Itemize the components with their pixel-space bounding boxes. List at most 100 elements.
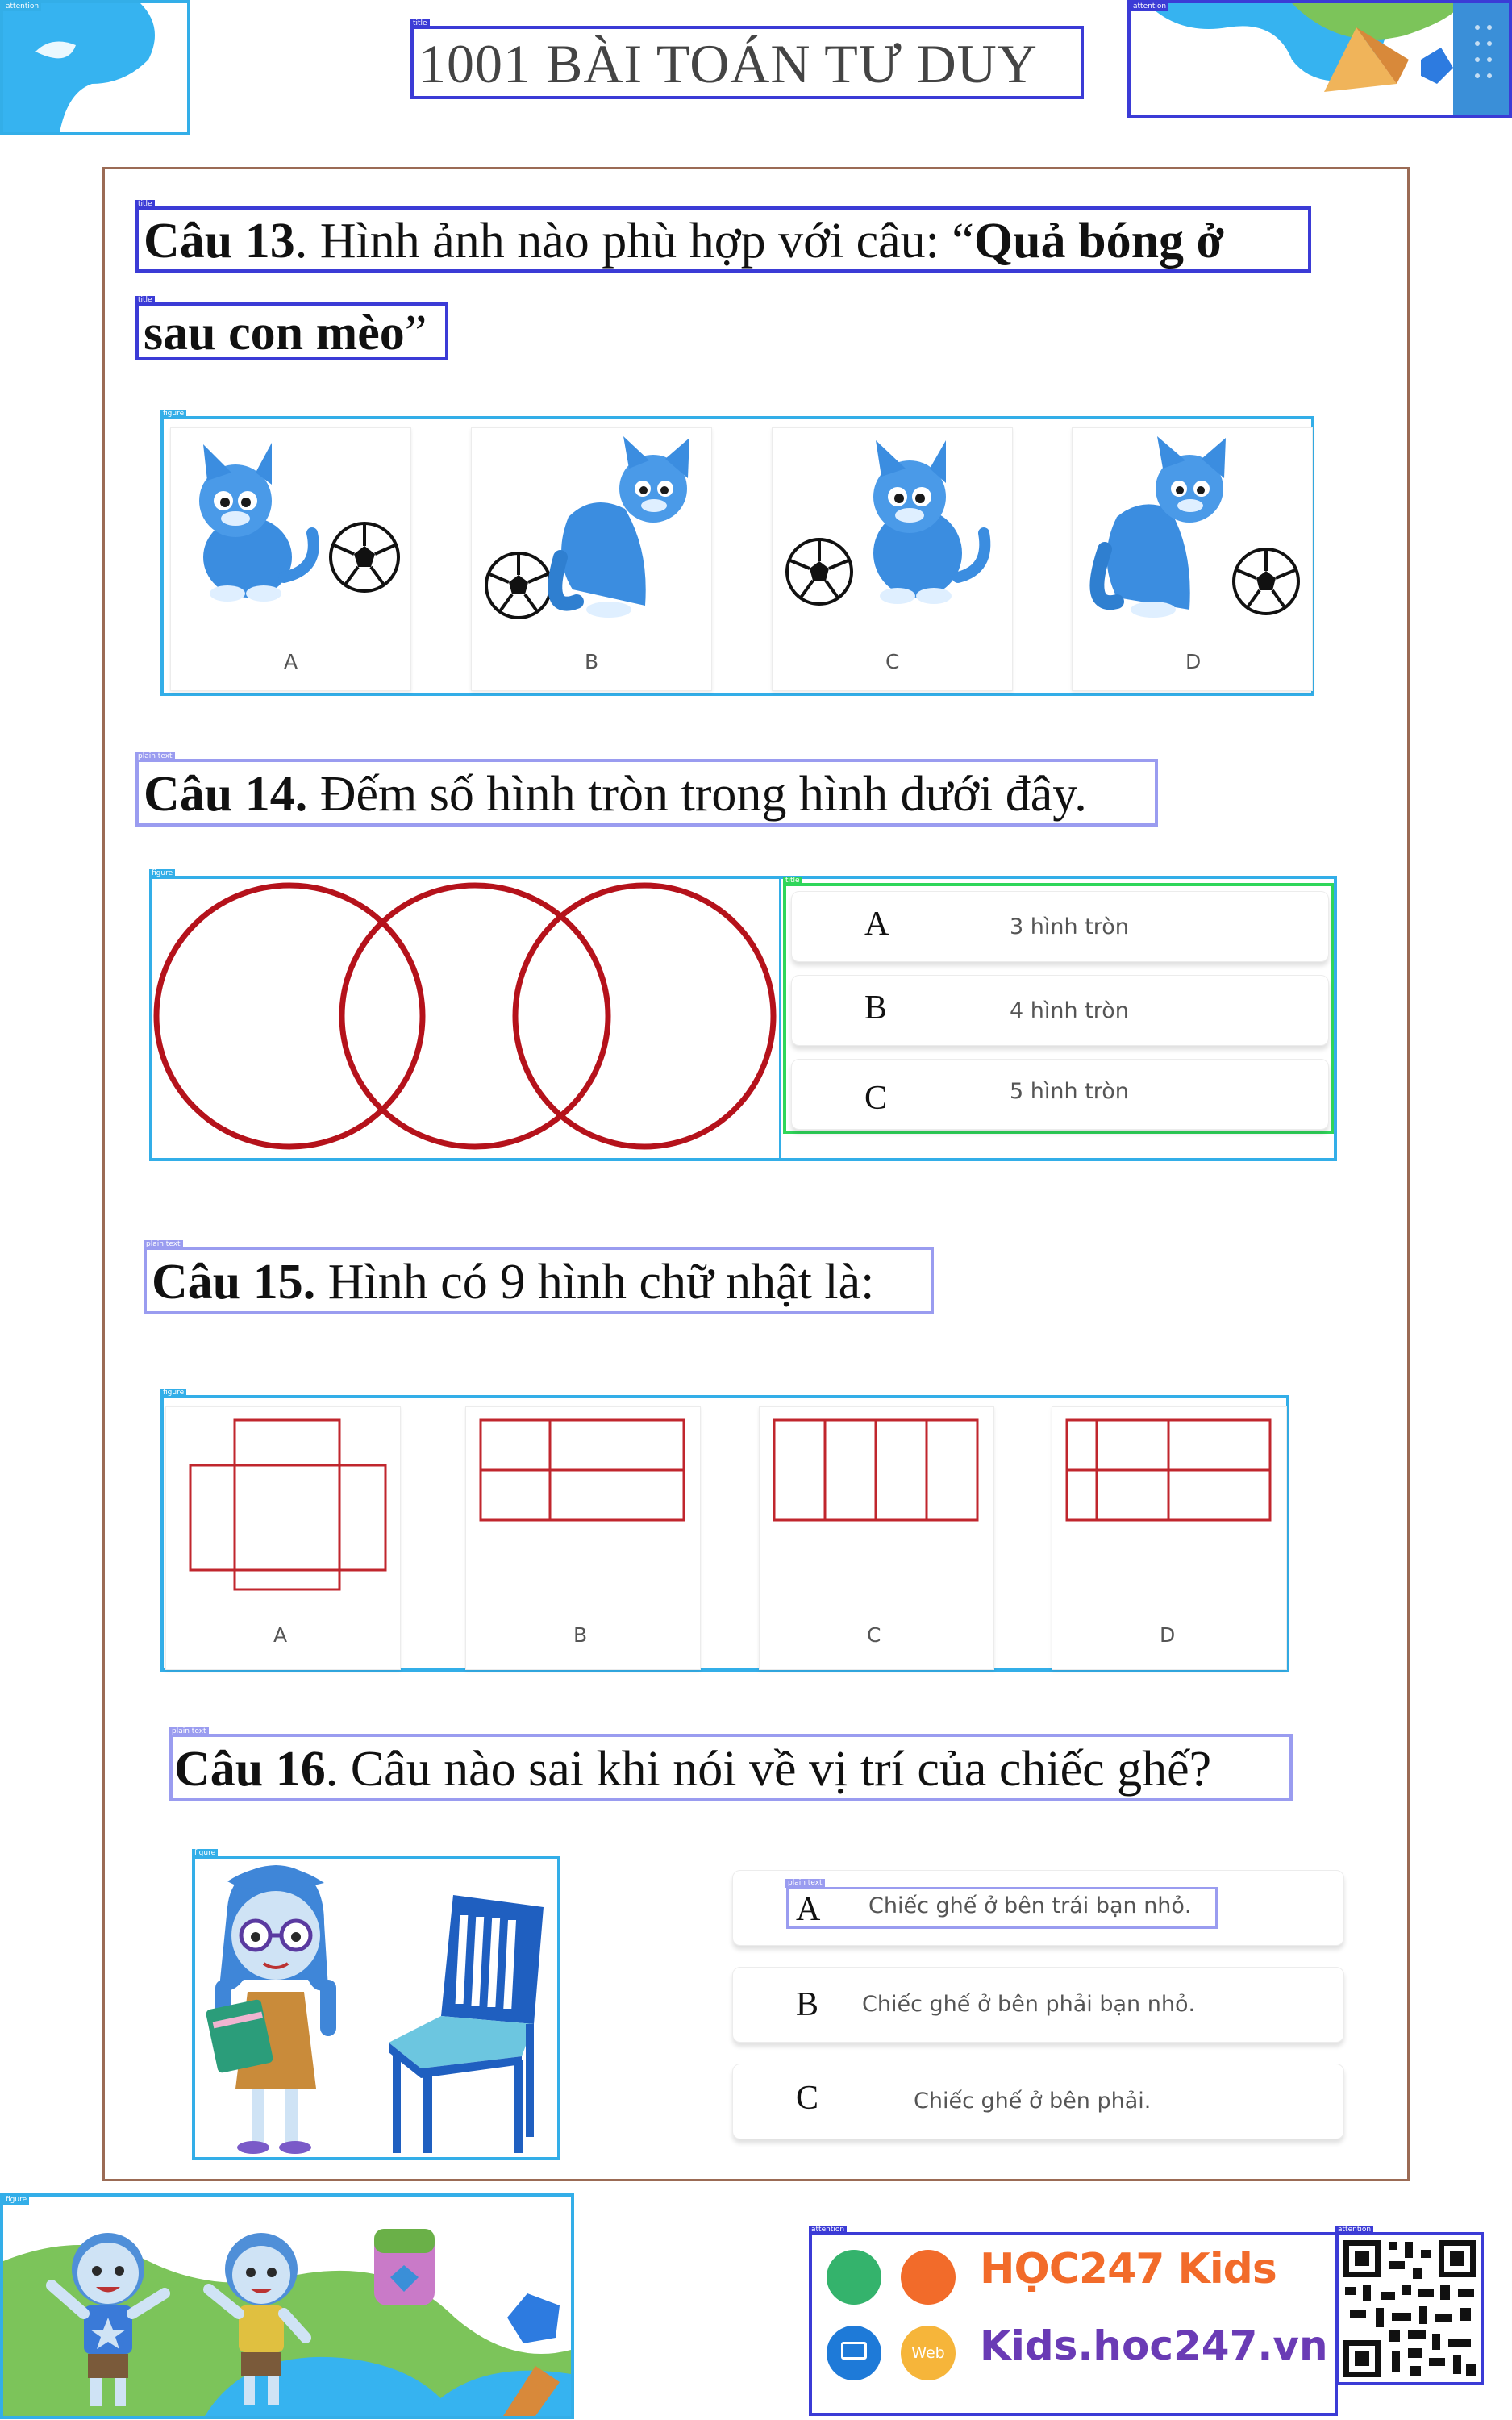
pentagon-icon: [507, 2293, 560, 2343]
q14-figure-area: figure: [149, 869, 1337, 1161]
q14-title: plain text Câu 14. Đếm số hình tròn tron…: [135, 752, 1158, 827]
pencil-icon: [503, 2366, 560, 2416]
wave-decoration-left: [3, 3, 155, 132]
q15-option-c-card[interactable]: C: [759, 1406, 994, 1670]
shapes-decoration-right: [1147, 3, 1509, 115]
q15-option-d-label: D: [1160, 1623, 1176, 1647]
boy-icon: [46, 2233, 170, 2406]
q14-answer-c-letter: C: [864, 1080, 888, 1117]
page-title: title 1001 BÀI TOÁN TƯ DUY: [410, 19, 1084, 99]
q13-quote-part2: sau con mèo: [144, 306, 405, 360]
q14-number: Câu 14.: [144, 767, 308, 822]
cat-and-ball-image-d: [1089, 436, 1300, 618]
q13-option-c-card[interactable]: C: [772, 427, 1013, 691]
q14-answer-b-letter: B: [864, 989, 888, 1027]
soccer-ball-icon: [485, 552, 552, 619]
content-frame: [102, 167, 1410, 2181]
q13-option-a-card[interactable]: A: [170, 427, 411, 691]
q13-option-d-card[interactable]: D: [1072, 427, 1313, 691]
q13-option-a-label: A: [284, 650, 298, 673]
q16-answer-a[interactable]: plain text A Chiếc ghế ở bên trái bạn nh…: [732, 1870, 1344, 1946]
girl-and-chair-image: [206, 1865, 544, 2154]
soccer-ball-icon: [329, 522, 400, 593]
footer-kids-illustration: figure: [0, 2193, 574, 2419]
four-column-rectangles-figure: [773, 1418, 979, 1522]
q15-option-c-label: C: [867, 1623, 881, 1647]
q16-answer-c-letter: C: [796, 2080, 819, 2117]
q14-text: Đếm số hình tròn trong hình dưới đây.: [307, 767, 1087, 822]
footer-brand-banner: attention Web HỌC247 Kids Kids.hoc247.vn: [809, 2226, 1338, 2416]
chair-icon: [389, 1895, 544, 2153]
two-column-split-rectangles-figure: [479, 1418, 685, 1522]
q14-answers: title A 3 hình tròn B 4 hình tròn C 5 hì…: [783, 877, 1334, 1134]
q16-answer-c[interactable]: C Chiếc ghế ở bên phải.: [732, 2064, 1344, 2139]
brand-kids: Kids: [1177, 2245, 1277, 2293]
q13-option-c-label: C: [885, 650, 900, 673]
q16-answer-a-detect-box: plain text: [785, 1879, 1218, 1929]
q14-answer-a-letter: A: [864, 906, 889, 943]
desktop-icon: [827, 2326, 881, 2380]
q16-title: plain text Câu 16. Câu nào sai khi nói v…: [169, 1727, 1293, 1801]
girl-icon: [203, 2233, 311, 2405]
kids-playing-illustration: [3, 2229, 571, 2416]
q14-circles-figure: [152, 879, 781, 1158]
site-link[interactable]: Kids.hoc247.vn: [980, 2322, 1328, 2369]
q15-option-b-card[interactable]: B: [465, 1406, 701, 1670]
q13-title-line2: title sau con mèo”: [135, 296, 448, 360]
header-left-decoration: attention: [0, 0, 190, 135]
q13-option-b-card[interactable]: B: [471, 427, 712, 691]
cat-icon: [548, 436, 689, 618]
q16-answer-a-letter: A: [796, 1891, 821, 1928]
q14-answer-c[interactable]: C 5 hình tròn: [791, 1059, 1329, 1130]
cat-icon: [199, 443, 319, 602]
brand-logo[interactable]: HỌC247 Kids: [980, 2245, 1277, 2293]
q15-text: Hình có 9 hình chữ nhật là:: [315, 1255, 875, 1310]
q15-figure: figure A B C: [160, 1389, 1289, 1672]
page-title-text: 1001 BÀI TOÁN TƯ DUY: [419, 33, 1038, 94]
q13-quote-end: ”: [404, 306, 427, 360]
mascot-icon: [901, 2250, 956, 2305]
cross-rectangles-figure: [189, 1418, 387, 1591]
cat-icon: [873, 440, 991, 604]
cat-and-ball-image-c: [785, 440, 991, 606]
backpack-icon: [374, 2229, 435, 2305]
q13-text: . Hình ảnh nào phù hợp với câu: “: [294, 214, 974, 269]
q16-answer-b-text: Chiếc ghế ở bên phải bạn nhỏ.: [862, 1992, 1196, 2017]
web-icon: Web: [901, 2326, 956, 2380]
q14-answer-a[interactable]: A 3 hình tròn: [791, 891, 1329, 962]
q14-answer-b[interactable]: B 4 hình tròn: [791, 975, 1329, 1046]
q13-option-b-label: B: [585, 650, 599, 673]
q16-answer-b[interactable]: B Chiếc ghế ở bên phải bạn nhỏ.: [732, 1967, 1344, 2043]
web-icon-label: Web: [911, 2344, 945, 2362]
q15-option-a-card[interactable]: A: [165, 1406, 401, 1670]
q15-option-d-card[interactable]: D: [1052, 1406, 1287, 1670]
q16-answer-b-letter: B: [796, 1986, 819, 2023]
footer-qr-code[interactable]: attention: [1335, 2226, 1484, 2385]
cat-and-ball-image-b: [485, 436, 689, 619]
q13-number: Câu 13: [144, 214, 295, 269]
qr-code-icon: [1339, 2235, 1481, 2382]
soccer-ball-icon: [785, 538, 853, 606]
q13-option-d-label: D: [1185, 650, 1202, 673]
grid-rectangles-figure: [1065, 1418, 1272, 1522]
q14-answer-b-text: 4 hình tròn: [1010, 998, 1129, 1023]
q15-option-a-label: A: [273, 1623, 288, 1647]
cat-icon: [1089, 436, 1226, 618]
q15-title: plain text Câu 15. Hình có 9 hình chữ nh…: [144, 1240, 934, 1314]
soccer-ball-icon: [1232, 548, 1300, 615]
header-right-decoration: attention: [1127, 0, 1512, 118]
brand-name: HỌC247: [980, 2245, 1164, 2293]
q16-answer-c-text: Chiếc ghế ở bên phải.: [914, 2089, 1152, 2114]
overlapping-circles-diagram: [153, 882, 777, 1150]
android-apple-icon: [827, 2250, 881, 2305]
girl-icon: [206, 1865, 336, 2154]
q13-quote-part1: Quả bóng ở: [973, 214, 1224, 269]
q14-answer-a-text: 3 hình tròn: [1010, 914, 1129, 939]
q16-figure: figure: [192, 1849, 560, 2160]
q14-answer-c-text: 5 hình tròn: [1010, 1079, 1129, 1104]
q16-answer-a-text: Chiếc ghế ở bên trái bạn nhỏ.: [868, 1893, 1192, 1918]
q15-number: Câu 15.: [152, 1255, 316, 1310]
q13-figure: figure A: [160, 410, 1314, 696]
q16-number: Câu 16: [174, 1742, 326, 1797]
q15-option-b-label: B: [573, 1623, 588, 1647]
